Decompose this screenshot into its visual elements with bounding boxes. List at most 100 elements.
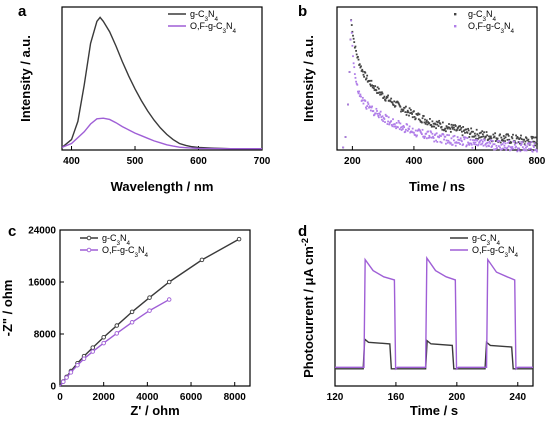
data-point [399, 122, 402, 125]
data-point [464, 136, 467, 139]
data-point [353, 46, 356, 49]
panel-b: b 200 400 600 800 Time / ns Intensity / a.u. g-… [298, 3, 546, 194]
data-point [500, 143, 503, 146]
data-point [361, 96, 364, 99]
data-point [354, 45, 357, 48]
data-point [392, 118, 394, 121]
data-point [432, 122, 435, 125]
data-point [353, 66, 356, 69]
data-point [376, 86, 379, 89]
data-point [380, 93, 383, 96]
data-point [502, 147, 505, 150]
data-point [421, 121, 423, 124]
data-point [384, 99, 387, 102]
data-point [372, 110, 375, 112]
data-point [501, 138, 504, 141]
data-point [375, 107, 378, 110]
data-point [475, 128, 478, 131]
data-point [499, 141, 502, 144]
data-point [457, 141, 460, 144]
series-line [61, 117, 262, 150]
data-point [414, 134, 417, 137]
data-point [390, 124, 393, 126]
data-point [355, 82, 358, 85]
data-point [502, 135, 505, 137]
data-point [374, 112, 377, 115]
data-point [432, 135, 434, 138]
data-point [453, 126, 455, 129]
data-marker [90, 345, 96, 350]
data-point [375, 89, 378, 92]
data-marker [129, 320, 135, 325]
data-point [401, 110, 404, 112]
data-point [453, 139, 455, 142]
data-point [530, 140, 533, 143]
data-point [503, 137, 506, 140]
data-point [445, 139, 448, 142]
data-point [404, 130, 407, 133]
data-point [367, 103, 370, 105]
data-point [496, 137, 499, 140]
data-point [499, 146, 501, 149]
data-point [486, 134, 489, 137]
data-point [494, 140, 497, 142]
data-point [480, 131, 482, 134]
data-point [432, 125, 434, 128]
data-point [489, 139, 492, 142]
plot-frame [61, 6, 263, 151]
data-point [501, 148, 503, 151]
data-point [394, 105, 397, 107]
data-point [436, 141, 439, 143]
data-marker [166, 279, 172, 285]
data-point [357, 55, 359, 58]
data-point [411, 116, 414, 119]
data-point [410, 111, 413, 114]
data-point [536, 143, 538, 145]
data-point [449, 127, 452, 130]
data-point [440, 135, 442, 137]
data-point [515, 134, 517, 137]
x-tick-label: 4000 [136, 392, 159, 403]
data-point [529, 147, 532, 150]
legend-label: g-C3N4 [102, 233, 131, 247]
data-point [350, 31, 353, 34]
data-point [535, 142, 538, 144]
data-point [409, 112, 412, 115]
data-point [474, 141, 477, 144]
data-point [454, 144, 457, 147]
data-point [393, 100, 396, 103]
data-point [388, 123, 391, 126]
data-point [359, 93, 362, 96]
data-point [520, 134, 522, 137]
data-point [446, 127, 449, 130]
data-point [500, 136, 503, 139]
y-axis-label: Photocurrent / μA cm-2 [300, 238, 316, 378]
y-tick-label: 24000 [28, 226, 56, 237]
series-points [342, 19, 538, 149]
data-marker [81, 356, 87, 361]
data-point [424, 135, 426, 138]
data-point [514, 146, 517, 149]
data-point [358, 90, 361, 93]
data-point [373, 89, 376, 91]
data-point [447, 139, 450, 142]
data-point [382, 96, 385, 99]
data-point [473, 143, 476, 146]
data-point [385, 97, 388, 100]
data-point [466, 131, 469, 134]
data-point [469, 138, 472, 141]
x-tick-label: 0 [57, 392, 63, 403]
data-marker [114, 323, 120, 328]
data-point [529, 143, 532, 146]
y-axis-label: Intensity / a.u. [301, 35, 316, 122]
data-point [515, 137, 518, 140]
data-point [450, 137, 453, 140]
data-point [414, 129, 417, 132]
data-point [401, 125, 404, 128]
data-point [515, 145, 517, 148]
data-marker [61, 379, 66, 385]
data-point [489, 136, 492, 139]
data-point [472, 141, 475, 144]
series-line [59, 298, 170, 387]
data-point [357, 90, 359, 93]
